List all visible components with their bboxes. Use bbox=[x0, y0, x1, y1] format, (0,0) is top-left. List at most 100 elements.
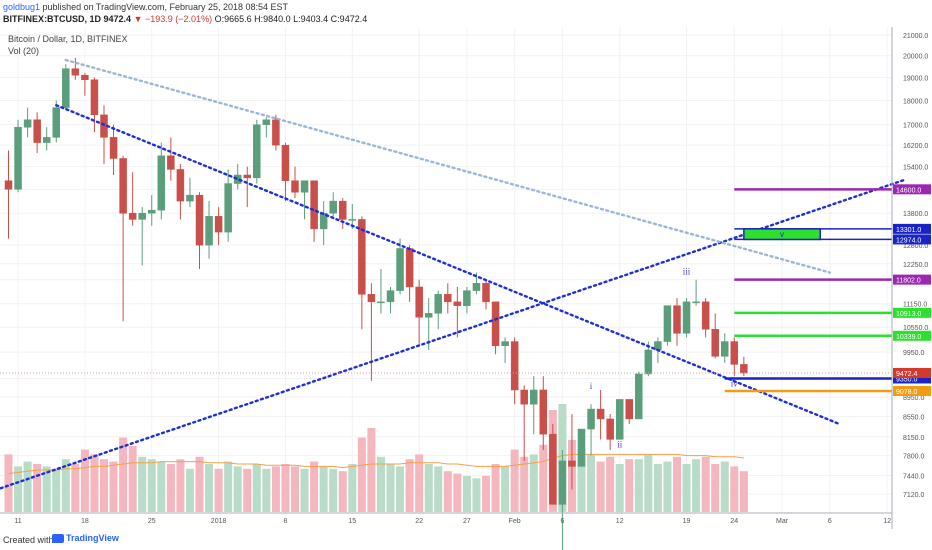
y-tick-label: 16200.0 bbox=[903, 143, 928, 150]
volume-label: Vol (20) bbox=[8, 46, 39, 56]
volume-bar bbox=[23, 461, 32, 512]
y-tick-label: 9950.0 bbox=[903, 350, 925, 357]
candle-body bbox=[195, 194, 204, 246]
axes: 7120.0 7440.0 7800.0 8150.0 8550.0 8950.0 9350… bbox=[0, 27, 931, 529]
volume-bar bbox=[138, 456, 147, 512]
candle-body bbox=[701, 301, 710, 330]
volume-bar bbox=[510, 449, 519, 512]
candle-body bbox=[300, 180, 309, 193]
candle-body bbox=[348, 219, 357, 221]
candle-body bbox=[444, 294, 452, 303]
level-price-tag bbox=[893, 274, 931, 285]
candle-body bbox=[157, 155, 166, 211]
candle-body bbox=[663, 305, 672, 342]
tradingview-logo[interactable]: TradingView bbox=[52, 533, 119, 544]
candle-body bbox=[587, 408, 595, 430]
candle-body bbox=[558, 460, 567, 505]
volume-ma-line bbox=[8, 453, 744, 475]
level-price-tag bbox=[893, 373, 931, 384]
y-tick-label: 7440.0 bbox=[903, 473, 925, 480]
volume-bar bbox=[663, 461, 672, 512]
x-tick-label: 15 bbox=[348, 518, 356, 525]
volume-bar bbox=[310, 461, 319, 512]
x-tick-label: 6 bbox=[560, 518, 564, 525]
candle-body bbox=[14, 126, 22, 190]
candle-body bbox=[81, 75, 89, 80]
volume-bar bbox=[338, 471, 347, 512]
price-change: −193.9 (−2.01%) bbox=[145, 14, 213, 24]
publisher-username[interactable]: goldbug1 bbox=[3, 2, 41, 12]
volume-bar bbox=[415, 454, 424, 512]
candle-body bbox=[453, 301, 462, 306]
volume-bar bbox=[472, 478, 481, 512]
x-tick-label: 24 bbox=[730, 518, 738, 525]
volume-bar bbox=[615, 464, 624, 512]
x-tick-label: Feb bbox=[509, 518, 521, 525]
wave-label: ii bbox=[617, 439, 623, 449]
candles bbox=[4, 57, 748, 550]
volume-bar bbox=[644, 454, 653, 512]
candle-body bbox=[740, 364, 748, 374]
chart-title: Bitcoin / Dollar, 1D, BITFINEX bbox=[8, 34, 128, 44]
level-price-tag bbox=[893, 234, 931, 245]
x-tick-label: 22 bbox=[415, 518, 423, 525]
y-tick-label: 7800.0 bbox=[903, 453, 925, 460]
volume-bar bbox=[61, 459, 70, 512]
candle-body bbox=[33, 119, 41, 143]
candle-body bbox=[644, 349, 653, 375]
candle-body bbox=[673, 305, 681, 334]
candle-body bbox=[167, 155, 175, 170]
candle-body bbox=[606, 418, 614, 440]
level-price-label: 11802.0 bbox=[896, 278, 921, 285]
ohlc-values: O:9665.6 H:9840.0 L:9403.4 C:9472.4 bbox=[214, 14, 368, 24]
footer-bar: Created with TradingView bbox=[0, 530, 932, 550]
trendline bbox=[55, 103, 841, 426]
candle-body bbox=[253, 124, 261, 179]
volume-bar bbox=[109, 461, 118, 512]
candle-body bbox=[339, 200, 347, 220]
volume-bar bbox=[720, 461, 729, 512]
candle-body bbox=[224, 183, 232, 233]
candle-body bbox=[682, 301, 691, 334]
volume-bar bbox=[243, 468, 252, 512]
volume-bar bbox=[443, 471, 452, 512]
volume-bar bbox=[501, 466, 510, 512]
volume-bar bbox=[405, 459, 414, 512]
x-tick-label: 11 bbox=[14, 518, 21, 525]
y-tick-label: 8550.0 bbox=[903, 414, 925, 421]
volume-bar bbox=[357, 437, 366, 512]
volume-bar bbox=[577, 449, 586, 512]
target-box-label: v bbox=[780, 230, 784, 239]
y-tick-label: 17000.0 bbox=[903, 123, 928, 130]
y-tick-label: 15400.0 bbox=[903, 165, 928, 172]
candle-body bbox=[549, 433, 557, 505]
volume-bar bbox=[252, 464, 261, 512]
chart-header: goldbug1 published on TradingView.com, F… bbox=[0, 0, 932, 26]
volume-bar bbox=[271, 466, 280, 512]
candle-body bbox=[138, 212, 146, 220]
x-tick-label: 2018 bbox=[211, 518, 227, 525]
volume-bar bbox=[195, 456, 204, 512]
candle-body bbox=[711, 328, 719, 357]
volume-bar bbox=[539, 444, 548, 512]
volume-bar bbox=[42, 466, 51, 512]
wave-label: iv bbox=[731, 378, 739, 388]
level-price-tag bbox=[893, 386, 931, 397]
volume-bar bbox=[119, 437, 128, 512]
volume-bar bbox=[596, 461, 605, 512]
y-tick-label: 19000.0 bbox=[903, 76, 928, 83]
x-tick-label: 12 bbox=[883, 518, 891, 525]
candle-body bbox=[568, 460, 576, 467]
candle-body bbox=[367, 294, 376, 303]
candle-body bbox=[510, 341, 519, 391]
candle-body bbox=[42, 137, 51, 143]
volume-bar bbox=[71, 464, 80, 512]
volume-bar bbox=[224, 461, 233, 512]
volume-bar bbox=[147, 459, 156, 512]
volume-bar bbox=[205, 464, 214, 512]
candle-body bbox=[530, 389, 538, 405]
candle-body bbox=[62, 68, 70, 108]
candle-body bbox=[520, 389, 528, 405]
last-price-value: 9472.4 bbox=[103, 14, 132, 24]
